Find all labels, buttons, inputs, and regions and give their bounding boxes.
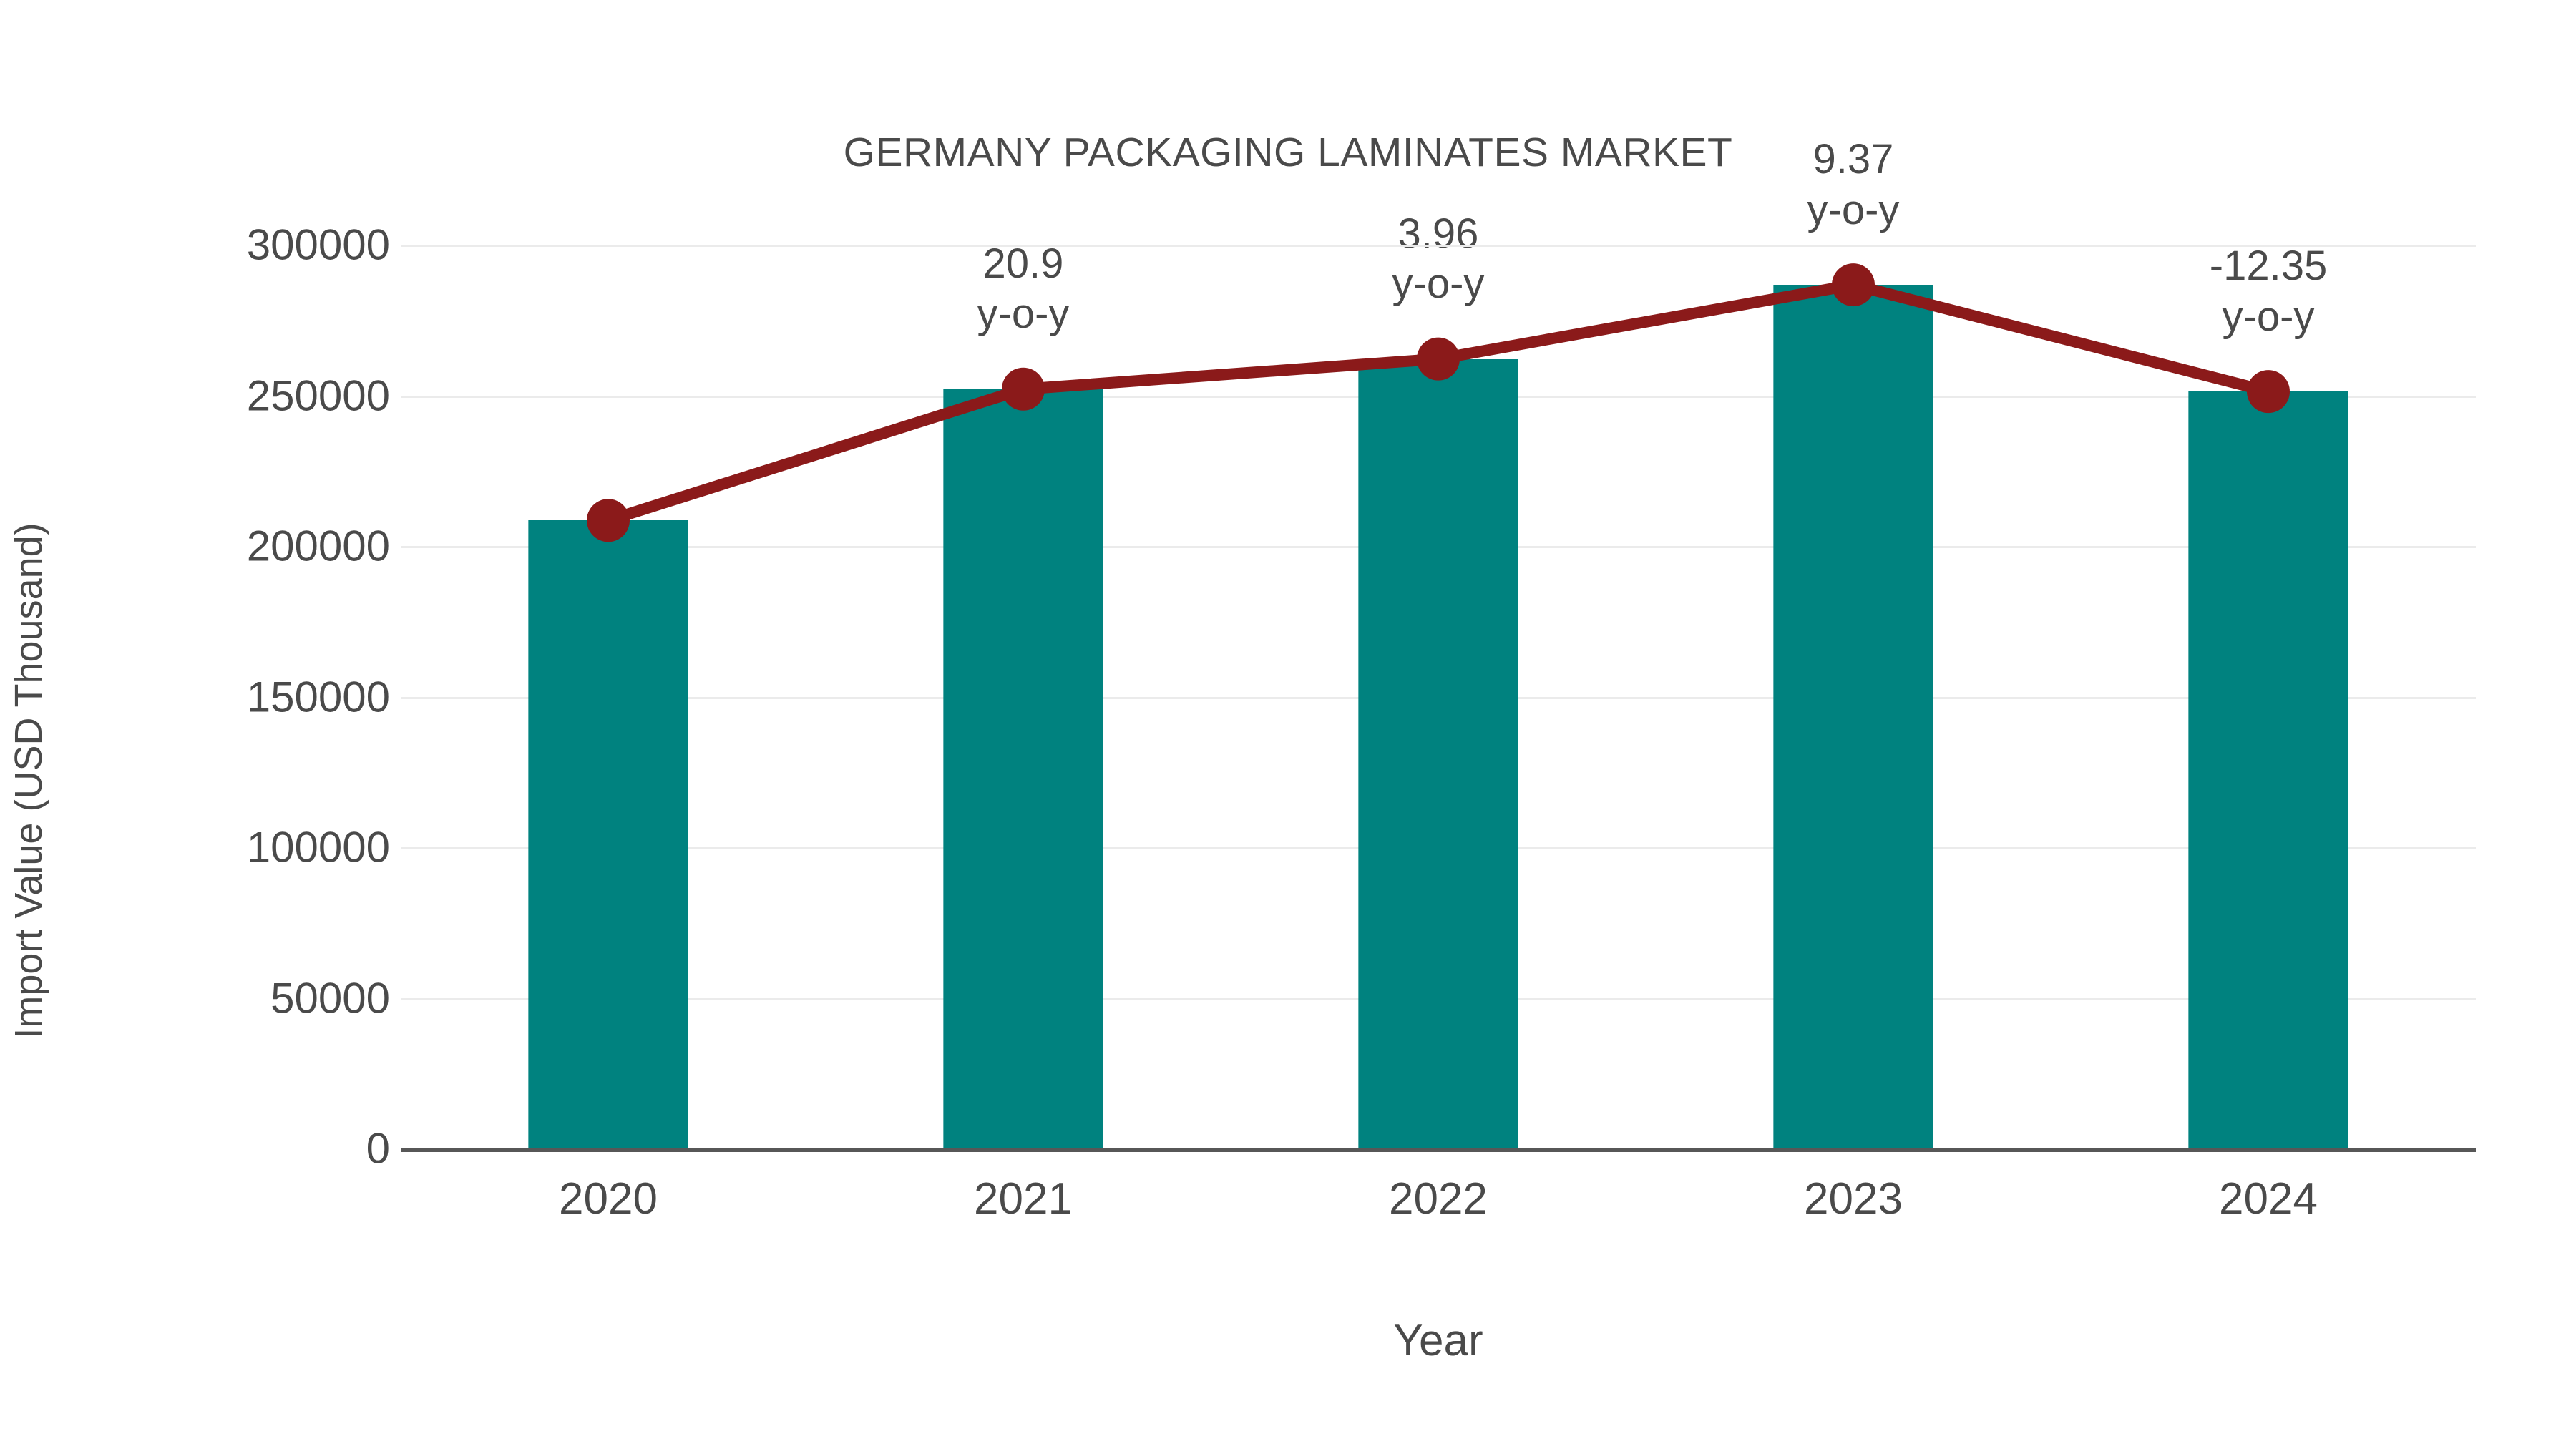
trend-markers [587, 263, 2290, 542]
data-point-2023[interactable] [1832, 263, 1875, 307]
x-axis-tick-label: 2021 [974, 1174, 1073, 1224]
y-axis-tick-label: 300000 [246, 220, 390, 269]
gridline [401, 245, 2476, 248]
x-axis-tick-label: 2024 [2219, 1174, 2318, 1224]
data-point-2021[interactable] [1002, 367, 1045, 411]
x-axis-title: Year [1393, 1316, 1483, 1365]
bar-2023[interactable] [1773, 285, 1933, 1148]
x-axis-tick-label: 2022 [1389, 1174, 1488, 1224]
data-point-2020[interactable] [587, 499, 630, 542]
x-axis-line [401, 1148, 2476, 1152]
trend-line [602, 279, 2274, 527]
bar-2024[interactable] [2188, 391, 2348, 1148]
bar-2022[interactable] [1358, 358, 1518, 1148]
y-axis-tick-label: 200000 [246, 522, 390, 570]
y-axis-tick-label: 100000 [246, 823, 390, 872]
bar-2021[interactable] [943, 389, 1103, 1148]
x-axis-tick-label: 2020 [559, 1174, 658, 1224]
page-title: GERMANY PACKAGING LAMINATES MARKET [843, 130, 1733, 175]
y-axis-tick-label: 0 [366, 1124, 390, 1173]
line-series [587, 263, 2290, 542]
plot-area [401, 215, 2476, 1152]
y-axis-tick-label: 50000 [270, 974, 390, 1023]
data-point-2022[interactable] [1417, 337, 1460, 381]
x-axis-tick-label: 2023 [1804, 1174, 1903, 1224]
y-axis-title: Import Value (USD Thousand) [7, 522, 50, 1039]
data-point-2024[interactable] [2247, 370, 2290, 414]
y-axis-tick-label: 150000 [246, 673, 390, 721]
y-axis-tick-label: 250000 [246, 371, 390, 420]
bar-2020[interactable] [528, 520, 688, 1148]
